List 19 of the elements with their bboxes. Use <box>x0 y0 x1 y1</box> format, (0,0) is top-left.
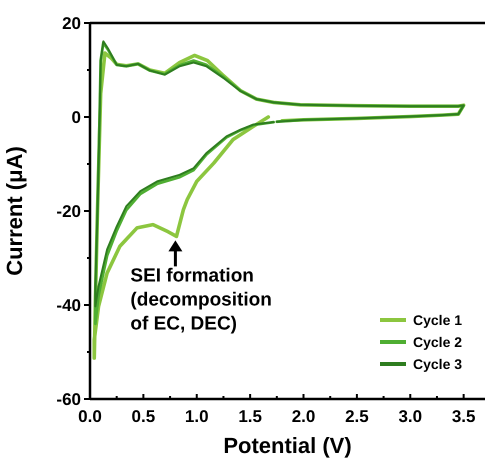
x-tick-label: 3.5 <box>452 407 476 426</box>
y-tick-label: -60 <box>56 390 81 409</box>
y-tick-label: 20 <box>62 14 81 33</box>
x-tick-label: 3.0 <box>398 407 422 426</box>
x-axis-title: Potential (V) <box>223 433 352 458</box>
x-tick-label: 1.0 <box>184 407 209 426</box>
legend-label: Cycle 1 <box>413 312 462 328</box>
x-tick-label: 0.5 <box>132 407 156 426</box>
legend-label: Cycle 2 <box>413 334 462 350</box>
legend-label: Cycle 3 <box>413 356 462 372</box>
annotation: SEI formation (decomposition of EC, DEC) <box>130 265 272 334</box>
x-tick-label: 2.5 <box>345 407 369 426</box>
y-tick-label: 0 <box>72 108 81 127</box>
x-tick-label: 1.5 <box>238 407 262 426</box>
y-tick-label: -20 <box>56 202 81 221</box>
x-tick-label: 2.0 <box>292 407 316 426</box>
y-tick-label: -40 <box>56 296 81 315</box>
x-tick-label: 0.0 <box>78 407 102 426</box>
y-axis-title: Current (μA) <box>2 146 27 276</box>
